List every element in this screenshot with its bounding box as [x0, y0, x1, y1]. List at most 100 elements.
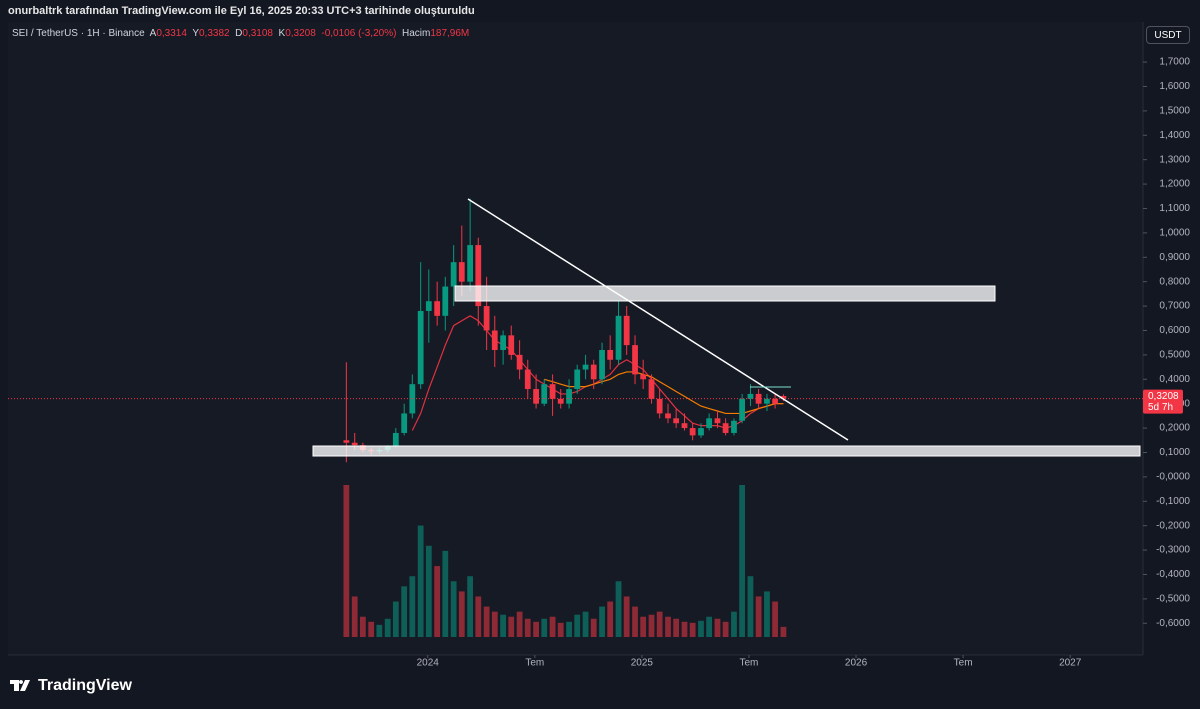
- y-tick-label: -0,4000: [1156, 569, 1190, 580]
- x-tick-label: 2027: [1059, 658, 1082, 669]
- volume-bar: [665, 616, 671, 637]
- candle-body: [706, 418, 713, 429]
- plot-background: [8, 22, 1143, 655]
- volume-bar: [706, 616, 713, 637]
- volume-bar: [351, 596, 358, 637]
- volume-bar: [722, 621, 729, 637]
- y-tick-label: 1,1000: [1159, 203, 1190, 214]
- volume-value: 187,96M: [430, 28, 470, 39]
- x-tick-label: Tem: [525, 658, 544, 669]
- y-tick-label: 0,9000: [1159, 252, 1190, 263]
- volume-bar: [450, 581, 457, 637]
- symbol: SEI / TetherUS · 1H · Binance: [12, 28, 145, 39]
- volume-bar: [566, 621, 572, 637]
- ohlc-label: Y: [192, 28, 199, 39]
- candle-body: [549, 384, 556, 399]
- ohlc-label: D: [235, 28, 243, 39]
- volume-bar: [458, 591, 465, 637]
- candle-body: [722, 423, 729, 433]
- candle-body: [656, 398, 663, 414]
- volume-bar: [533, 621, 539, 637]
- candle-body: [508, 335, 515, 355]
- y-tick-label: 1,4000: [1159, 130, 1190, 141]
- candle-body: [665, 413, 671, 419]
- volume-bar: [343, 485, 350, 637]
- price-axis-background: [1143, 22, 1200, 670]
- drawings: [312, 198, 1141, 457]
- candle-body: [458, 262, 465, 282]
- ohlc-label: K: [278, 28, 286, 39]
- volume-bar: [409, 576, 416, 637]
- candle-body: [590, 364, 597, 380]
- x-tick-label: Tem: [954, 658, 973, 669]
- candle-body: [689, 428, 696, 436]
- currency-button[interactable]: USDT: [1146, 26, 1190, 44]
- volume-bar: [623, 596, 630, 637]
- y-tick-label: -0,1000: [1156, 496, 1190, 507]
- y-tick-label: 0,7000: [1159, 301, 1190, 312]
- y-tick-label: -0,6000: [1156, 618, 1190, 629]
- volume-bar: [755, 596, 762, 637]
- y-tick-label: 1,7000: [1159, 57, 1190, 68]
- volume-bar: [582, 611, 589, 637]
- candle-body: [475, 245, 482, 307]
- volume-bar: [656, 611, 663, 637]
- volume-bar: [500, 614, 507, 637]
- volume-bar: [615, 581, 622, 637]
- volume-bar: [516, 611, 523, 637]
- support-zone: [312, 445, 1141, 457]
- candle-body: [772, 398, 778, 404]
- candle-body: [541, 384, 548, 404]
- x-tick-label: 2026: [845, 658, 868, 669]
- volume-bar: [731, 611, 737, 637]
- candle-body: [557, 398, 564, 404]
- y-tick-label: -0,0000: [1156, 472, 1190, 483]
- last-price-label: 0,3208: [1148, 391, 1179, 402]
- candle-body: [401, 413, 408, 433]
- volume-bar: [508, 616, 515, 637]
- volume-bar: [574, 614, 581, 637]
- countdown: 5d 7h: [1148, 402, 1173, 413]
- volume-bar: [681, 621, 688, 637]
- volume-bar: [541, 618, 548, 637]
- candle-body: [425, 301, 432, 311]
- candle-body: [599, 350, 605, 380]
- legend: SEI / TetherUS · 1H · Binance A0,3314 Y0…: [12, 28, 469, 39]
- y-tick-label: 0,2000: [1159, 423, 1190, 434]
- y-tick-label: 0,4000: [1159, 374, 1190, 385]
- volume-bar: [764, 591, 770, 637]
- logo-mark: [10, 680, 30, 691]
- x-tick-label: Tem: [740, 658, 759, 669]
- ohlc-label: A: [149, 28, 157, 39]
- volume-bar: [632, 606, 638, 637]
- candle-body: [731, 420, 737, 433]
- y-tick-label: -0,5000: [1156, 594, 1190, 605]
- resistance-zone: [454, 285, 996, 302]
- candle-body: [491, 330, 498, 350]
- candle-body: [698, 428, 704, 436]
- volume-bar: [368, 621, 375, 637]
- volume-bar: [467, 576, 474, 637]
- volume-bar: [392, 601, 399, 637]
- volume-bar: [648, 614, 655, 637]
- candle-body: [343, 440, 350, 443]
- y-tick-label: 0,6000: [1159, 325, 1190, 336]
- candle-body: [434, 301, 441, 316]
- volume-bar: [689, 622, 696, 637]
- volume-bar: [772, 601, 778, 637]
- volume-bar: [557, 622, 564, 637]
- candle-body: [607, 350, 614, 360]
- candle-body: [351, 442, 358, 446]
- trend-line: [467, 198, 849, 441]
- candle-body: [450, 262, 457, 287]
- change: -0,0106 (-3,20%): [321, 28, 397, 39]
- candle-body: [764, 398, 770, 404]
- ohlc-value: 0,3382: [199, 28, 230, 39]
- candle-body: [409, 384, 416, 414]
- candle-body: [467, 245, 474, 282]
- volume-bar: [590, 618, 597, 637]
- y-tick-label: 0,8000: [1159, 276, 1190, 287]
- y-tick-label: 1,2000: [1159, 179, 1190, 190]
- candle-body: [673, 418, 680, 424]
- candle-body: [442, 286, 449, 316]
